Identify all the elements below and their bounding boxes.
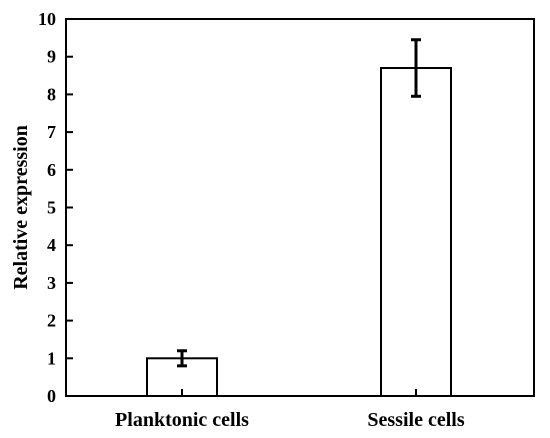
plot-area-border (65, 18, 535, 397)
y-axis-ticks: 0 1 2 3 4 5 6 7 8 9 10 (38, 9, 73, 406)
y-tick-label: 2 (47, 311, 56, 331)
y-tick-label: 4 (47, 235, 56, 255)
x-category-label: Planktonic cells (115, 409, 249, 431)
plot-frame (65, 18, 535, 397)
y-tick-label: 1 (47, 348, 56, 368)
y-tick-label: 0 (47, 386, 56, 406)
y-axis-title: Relative expression (10, 125, 32, 290)
y-tick-label: 8 (47, 84, 56, 104)
bar-2 (380, 67, 452, 397)
y-tick-label: 9 (47, 47, 56, 67)
error-bars (177, 38, 421, 368)
bars (146, 67, 452, 397)
y-tick-label: 10 (38, 9, 56, 29)
x-axis-labels: Planktonic cells Sessile cells (115, 389, 465, 431)
y-tick-label: 7 (47, 122, 56, 142)
y-tick-label: 5 (47, 198, 56, 218)
x-category-label: Sessile cells (367, 409, 464, 431)
y-tick-label: 3 (47, 273, 56, 293)
y-tick-label: 6 (47, 160, 56, 180)
